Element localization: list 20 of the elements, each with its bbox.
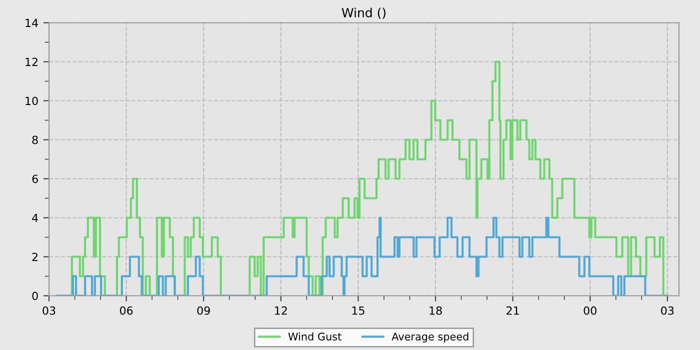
x-tick-label: 00 [584, 306, 596, 315]
y-tick-label: 14 [26, 18, 38, 27]
x-tick-label: 21 [506, 306, 519, 315]
legend-label: Average speed [392, 332, 468, 343]
y-tick-label: 8 [32, 136, 38, 144]
y-tick-label: 6 [32, 174, 38, 184]
y-tick-label: 10 [26, 96, 38, 106]
x-tick-label: 06 [120, 306, 133, 315]
x-tick-label: 03 [661, 306, 674, 315]
x-tick-label: 12 [275, 306, 287, 315]
y-tick-label: 0 [32, 292, 38, 300]
x-tick-label: 03 [42, 306, 56, 315]
y-tick-label: 12 [26, 58, 38, 66]
x-tick-label: 09 [197, 306, 210, 315]
x-tick-label: 15 [352, 306, 364, 315]
x-tick-label: 18 [430, 306, 442, 315]
y-tick-label: 4 [32, 214, 38, 222]
legend-label: Wind Gust [288, 332, 342, 340]
chart-title: Wind () [342, 8, 386, 19]
y-tick-label: 2 [32, 252, 38, 261]
